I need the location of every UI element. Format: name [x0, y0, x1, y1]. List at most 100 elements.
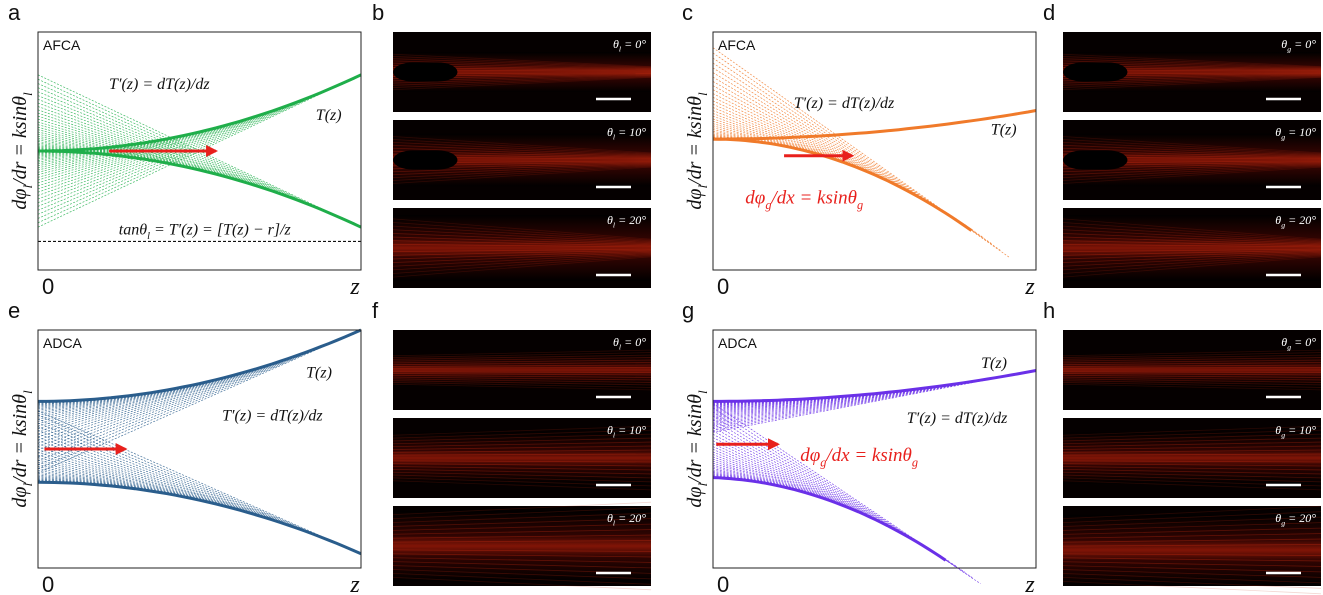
fringe — [1062, 76, 1322, 91]
y-axis-label: dφl/dr = ksinθl — [9, 390, 35, 508]
fringe — [392, 501, 652, 516]
fringe — [1062, 144, 1322, 156]
fringe — [1062, 359, 1322, 364]
fringe — [1062, 74, 1322, 84]
ray — [37, 112, 268, 181]
subscript: l — [613, 431, 615, 440]
ray — [37, 141, 170, 164]
x-start: 0 — [717, 572, 729, 595]
annotation: dφg/dx = ksinθg — [800, 445, 918, 470]
fringe — [1062, 474, 1322, 483]
fringe — [392, 225, 652, 242]
subscript: g — [765, 198, 771, 212]
fringe — [392, 142, 652, 156]
ray — [37, 410, 362, 555]
fringe — [1062, 58, 1322, 69]
ray — [712, 458, 847, 507]
field-image — [392, 330, 652, 410]
text-part: = 0° — [1291, 37, 1316, 51]
ray — [37, 329, 362, 474]
panel-letter: a — [8, 0, 21, 25]
fringe — [392, 58, 652, 69]
caustic — [713, 369, 1037, 403]
ray — [37, 124, 257, 186]
ray — [37, 133, 213, 174]
field-image — [1062, 208, 1322, 288]
ray-diagram — [712, 369, 1037, 584]
fringe — [392, 229, 652, 243]
fringe — [392, 364, 652, 367]
subscript: l — [20, 185, 35, 189]
ray — [37, 106, 323, 210]
fringe — [392, 429, 652, 439]
fringe — [392, 425, 652, 436]
fringe — [392, 56, 652, 68]
text-part: dφ — [684, 487, 706, 508]
ray — [712, 407, 973, 579]
ray — [37, 372, 246, 425]
fringe — [392, 76, 652, 91]
fringe — [392, 512, 652, 523]
fringe — [392, 557, 652, 563]
field-image — [392, 501, 652, 591]
fringe — [1062, 533, 1322, 539]
fringe — [392, 164, 652, 178]
caustic — [37, 480, 362, 556]
fringe — [392, 569, 652, 580]
fringe — [1062, 373, 1322, 376]
fringe — [1062, 480, 1322, 491]
fringe — [1062, 453, 1322, 456]
fringe — [392, 352, 652, 358]
text-part: = 0° — [1291, 335, 1316, 349]
scheme-tag: ADCA — [43, 335, 83, 351]
ray — [712, 460, 839, 504]
text-part: = 10° — [615, 423, 646, 437]
fringe — [1062, 166, 1322, 184]
panel-letter: h — [1043, 298, 1055, 323]
fringe — [392, 76, 652, 88]
fringe — [1062, 445, 1322, 450]
subscript: l — [613, 519, 615, 528]
fringe — [392, 60, 652, 70]
fringe — [392, 382, 652, 388]
fringe — [1062, 225, 1322, 242]
fringe — [1062, 248, 1322, 253]
subscript: l — [695, 92, 710, 96]
fringe — [392, 74, 652, 84]
fringe — [1062, 382, 1322, 388]
fringe — [392, 433, 652, 442]
fringe — [392, 248, 652, 253]
text-part: dφ — [9, 487, 31, 508]
text-part: = 10° — [1285, 125, 1316, 139]
ray — [37, 109, 312, 205]
text-part: /dx = ksinθ — [825, 445, 911, 466]
text-part: = 10° — [1285, 423, 1316, 437]
frame-label: θg = 10° — [1275, 423, 1316, 440]
ray — [37, 101, 301, 190]
ray — [37, 128, 213, 169]
fringe — [392, 480, 652, 491]
text-part: /dr = ksinθ — [684, 96, 706, 186]
text-part: = 20° — [1285, 213, 1316, 227]
text-part: = 10° — [615, 125, 646, 139]
text-part: = 20° — [615, 511, 646, 525]
caustic — [712, 476, 947, 562]
fringe — [1062, 449, 1322, 453]
fringe — [392, 380, 652, 386]
frame-label: θg = 10° — [1275, 125, 1316, 142]
fringe — [1062, 218, 1322, 240]
ray — [37, 414, 362, 554]
fringe — [392, 523, 652, 531]
dark-core — [393, 150, 458, 170]
text-part: θ — [613, 335, 619, 349]
text-part: θ — [1275, 423, 1281, 437]
scheme-tag: AFCA — [718, 37, 756, 53]
text-part: θ — [1281, 37, 1287, 51]
subscript: l — [20, 92, 35, 96]
plot-frame — [37, 329, 362, 569]
fringe — [1062, 516, 1322, 527]
frame-label: θl = 0° — [613, 335, 646, 352]
fringe — [1062, 163, 1322, 173]
fringe — [1062, 249, 1322, 256]
text-part: /dr = ksinθ — [9, 394, 31, 484]
